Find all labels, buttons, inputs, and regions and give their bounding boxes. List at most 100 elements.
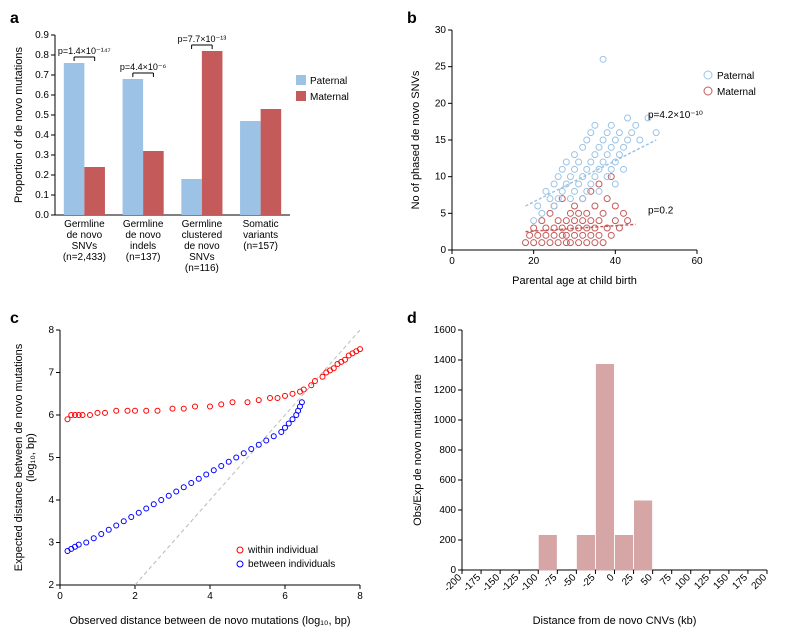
svg-text:Paternal: Paternal bbox=[717, 71, 754, 82]
panel-b-chart: 0 20 40 60 0 5 10 15 20 25 30 Parental age at child… bbox=[407, 10, 777, 290]
svg-text:8: 8 bbox=[357, 591, 363, 602]
svg-text:10: 10 bbox=[435, 172, 447, 183]
svg-text:indels: indels bbox=[130, 241, 156, 252]
svg-text:7: 7 bbox=[48, 368, 54, 379]
svg-text:Somatic: Somatic bbox=[243, 219, 279, 230]
svg-text:(n=157): (n=157) bbox=[243, 241, 278, 252]
svg-text:No of phased de novo SNVs: No of phased de novo SNVs bbox=[410, 70, 422, 209]
svg-text:variants: variants bbox=[243, 230, 278, 241]
svg-text:-200: -200 bbox=[442, 572, 464, 594]
panel-a: a 0.00.10.20.30.40.50.60.70.80.9Proporti… bbox=[10, 10, 377, 290]
svg-text:1000: 1000 bbox=[434, 415, 457, 426]
svg-text:15: 15 bbox=[435, 135, 447, 146]
svg-text:0.6: 0.6 bbox=[35, 90, 49, 101]
svg-text:Observed distance between de n: Observed distance between de novo mutati… bbox=[70, 615, 351, 627]
svg-text:-150: -150 bbox=[480, 572, 502, 594]
svg-text:(n=116): (n=116) bbox=[185, 263, 219, 274]
panel-d-label: d bbox=[407, 310, 417, 328]
svg-text:de novo: de novo bbox=[67, 230, 103, 241]
svg-text:between individuals: between individuals bbox=[248, 559, 335, 570]
svg-text:0: 0 bbox=[57, 591, 63, 602]
svg-text:25: 25 bbox=[620, 572, 636, 588]
svg-text:Obs/Exp de novo mutation rate: Obs/Exp de novo mutation rate bbox=[412, 374, 424, 526]
svg-text:(n=2,433): (n=2,433) bbox=[63, 252, 106, 263]
svg-text:4: 4 bbox=[48, 495, 54, 506]
svg-text:400: 400 bbox=[439, 505, 456, 516]
svg-text:6: 6 bbox=[282, 591, 288, 602]
svg-text:-75: -75 bbox=[541, 572, 559, 590]
svg-text:(log₁₀, bp): (log₁₀, bp) bbox=[25, 433, 37, 482]
svg-text:0.3: 0.3 bbox=[35, 150, 49, 161]
svg-text:p=0.2: p=0.2 bbox=[648, 205, 674, 216]
svg-text:Parental age at child birth: Parental age at child birth bbox=[512, 275, 637, 287]
svg-text:SNVs: SNVs bbox=[189, 252, 215, 263]
svg-text:0.7: 0.7 bbox=[35, 70, 49, 81]
svg-text:600: 600 bbox=[439, 475, 456, 486]
svg-text:within individual: within individual bbox=[247, 545, 318, 556]
svg-text:175: 175 bbox=[730, 572, 750, 592]
svg-text:Germline: Germline bbox=[182, 219, 223, 230]
svg-text:8: 8 bbox=[48, 325, 54, 336]
svg-text:Germline: Germline bbox=[123, 219, 164, 230]
svg-text:-175: -175 bbox=[461, 572, 483, 594]
panel-c-label: c bbox=[10, 310, 19, 328]
panel-c: c 024682345678Observed distance between … bbox=[10, 310, 377, 630]
svg-text:2: 2 bbox=[132, 591, 138, 602]
svg-text:SNVs: SNVs bbox=[72, 241, 98, 252]
svg-text:p=4.2×10⁻¹⁰: p=4.2×10⁻¹⁰ bbox=[648, 110, 703, 121]
svg-text:Germline: Germline bbox=[64, 219, 105, 230]
svg-text:1200: 1200 bbox=[434, 385, 457, 396]
svg-text:0: 0 bbox=[440, 245, 446, 256]
svg-text:0.5: 0.5 bbox=[35, 110, 49, 121]
svg-text:0.0: 0.0 bbox=[35, 210, 49, 221]
panel-d: d 0 200 400 600 800 1000 1200 1400 1600 Obs/Exp d… bbox=[407, 310, 777, 630]
svg-text:3: 3 bbox=[48, 538, 54, 549]
svg-text:0.8: 0.8 bbox=[35, 50, 49, 61]
svg-text:de novo: de novo bbox=[125, 230, 161, 241]
panel-b-label: b bbox=[407, 10, 417, 28]
panel-c-chart: 024682345678Observed distance between de… bbox=[10, 310, 370, 630]
svg-text:-125: -125 bbox=[499, 572, 521, 594]
svg-text:-25: -25 bbox=[580, 572, 598, 590]
svg-text:Expected distance between de n: Expected distance between de novo mutati… bbox=[13, 343, 25, 571]
svg-text:0: 0 bbox=[605, 572, 617, 584]
svg-text:6: 6 bbox=[48, 410, 54, 421]
svg-text:75: 75 bbox=[658, 572, 674, 588]
svg-text:2: 2 bbox=[48, 580, 54, 591]
svg-text:Proportion of de novo mutation: Proportion of de novo mutations bbox=[13, 47, 25, 203]
svg-text:30: 30 bbox=[435, 25, 447, 36]
svg-text:5: 5 bbox=[48, 453, 54, 464]
svg-text:20: 20 bbox=[435, 98, 447, 109]
figure: a 0.00.10.20.30.40.50.60.70.80.9Proporti… bbox=[10, 10, 777, 630]
svg-text:1600: 1600 bbox=[434, 325, 457, 336]
svg-text:60: 60 bbox=[691, 256, 703, 267]
svg-text:0.9: 0.9 bbox=[35, 30, 49, 41]
svg-text:0.1: 0.1 bbox=[35, 190, 49, 201]
svg-text:(n=137): (n=137) bbox=[126, 252, 161, 263]
svg-text:40: 40 bbox=[610, 256, 622, 267]
svg-text:Maternal: Maternal bbox=[717, 87, 756, 98]
svg-text:20: 20 bbox=[528, 256, 540, 267]
svg-text:Maternal: Maternal bbox=[310, 92, 349, 103]
svg-text:4: 4 bbox=[207, 591, 213, 602]
panel-b: b 0 20 40 60 0 5 10 15 20 25 30 Parental age at chi… bbox=[407, 10, 777, 290]
svg-text:1400: 1400 bbox=[434, 355, 457, 366]
panel-a-label: a bbox=[10, 10, 19, 28]
svg-text:0.2: 0.2 bbox=[35, 170, 49, 181]
svg-text:150: 150 bbox=[711, 572, 731, 592]
svg-text:800: 800 bbox=[439, 445, 456, 456]
svg-text:p=4.4×10⁻⁶: p=4.4×10⁻⁶ bbox=[120, 62, 167, 72]
svg-text:-100: -100 bbox=[518, 572, 540, 594]
svg-text:0: 0 bbox=[449, 256, 455, 267]
svg-text:5: 5 bbox=[440, 208, 446, 219]
svg-text:-50: -50 bbox=[560, 572, 578, 590]
svg-text:200: 200 bbox=[750, 572, 770, 592]
svg-text:50: 50 bbox=[639, 572, 655, 588]
svg-text:200: 200 bbox=[439, 535, 456, 546]
svg-text:Paternal: Paternal bbox=[310, 76, 347, 87]
svg-text:100: 100 bbox=[673, 572, 693, 592]
svg-text:125: 125 bbox=[692, 572, 712, 592]
panel-d-chart: 0 200 400 600 800 1000 1200 1400 1600 Obs/Exp de … bbox=[407, 310, 777, 630]
svg-text:25: 25 bbox=[435, 62, 447, 73]
panel-a-chart: 0.00.10.20.30.40.50.60.70.80.9Proportion… bbox=[10, 10, 370, 290]
